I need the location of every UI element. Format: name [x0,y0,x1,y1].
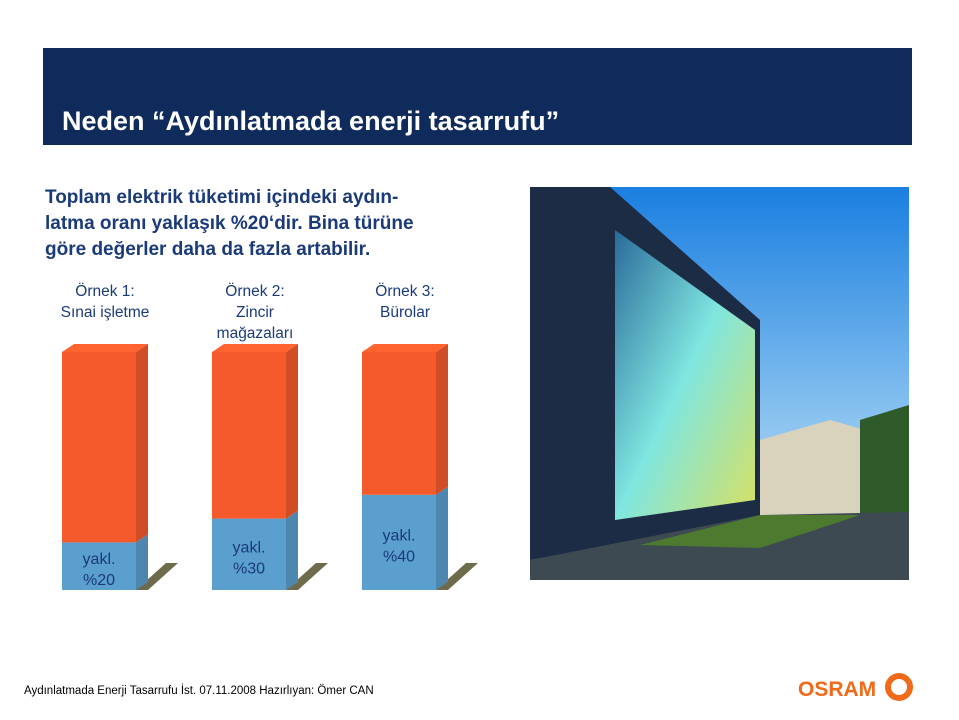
bar-segment [362,494,436,590]
bar-segment-side [286,344,298,519]
bar-segment-side [136,534,148,590]
bar-segment [212,518,286,590]
bar-segment [212,352,286,519]
header-band [43,48,912,145]
category-label: Örnek 1: Sınai işletme [61,282,150,321]
chart: yakl. %20 Örnek 1: Sınai işletme yakl. %30 Örn… [61,282,478,590]
data-label: yakl. %30 [233,539,266,577]
slide-title: Neden “Aydınlatmada enerji tasarrufu” [62,106,559,136]
logo-text: OSRAM [798,678,876,701]
bar-segment [62,352,136,543]
bar-segment [62,542,136,590]
intro-line: latma oranı yaklaşık %20‘dir. Bina türün… [45,213,414,234]
trees [860,405,909,520]
bar-segment-side [436,344,448,495]
glass-facade [615,230,755,520]
bar-top [362,344,448,352]
bar-shadow [136,563,178,590]
bar-top [62,344,148,352]
bar-shadow [286,563,328,590]
bar-top [212,344,298,352]
bar-segment-side [286,510,298,590]
lawn [640,515,860,548]
intro-line: göre değerler daha da fazla artabilir. [45,239,370,260]
data-label: yakl. %20 [83,551,116,589]
footer-text: Aydınlatmada Enerji Tasarrufu İst. 07.11… [24,684,374,697]
bar-segment-side [136,344,148,543]
logo: OSRAM [798,673,913,701]
data-label: yakl. %40 [383,527,416,565]
photo [530,187,909,580]
category-label: Örnek 2: Zincir mağazaları [217,282,294,342]
intro-line: Toplam elektrik tüketimi içindeki aydın- [45,187,398,208]
intro: Toplam elektrik tüketimi içindeki aydın-… [45,187,414,260]
bar-segment-side [436,486,448,590]
bar-segment [362,352,436,495]
logo-mark-inner [891,679,907,695]
category-label: Örnek 3: Bürolar [375,282,434,321]
bar-shadow [436,563,478,590]
